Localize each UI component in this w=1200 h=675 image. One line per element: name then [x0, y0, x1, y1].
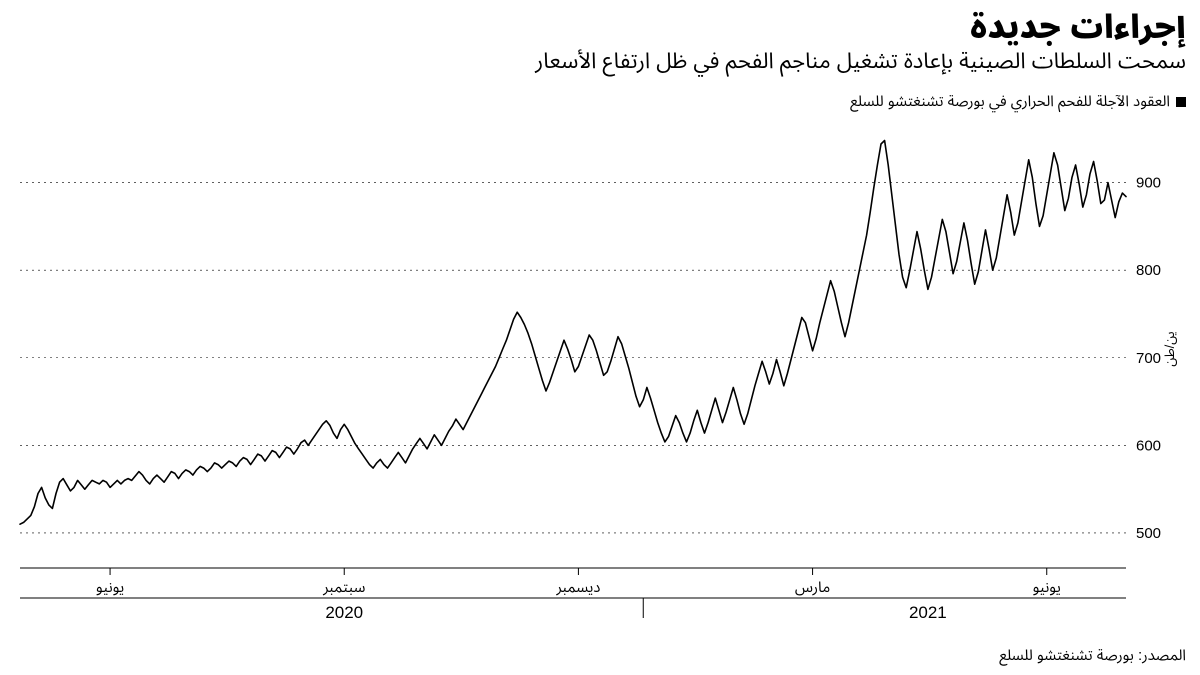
- svg-text:2021: 2021: [909, 603, 947, 622]
- svg-text:ديسمبر: ديسمبر: [555, 579, 600, 596]
- svg-text:900: 900: [1136, 174, 1161, 191]
- chart-svg: 500 600 700 800 900 ين/طن يونيو سبتمبر ديسمبر مار…: [14, 124, 1186, 634]
- chart-title: إجراءات جديدة: [14, 10, 1186, 45]
- svg-text:مارس: مارس: [795, 579, 830, 596]
- svg-text:2020: 2020: [325, 603, 363, 622]
- svg-text:ين/طن: ين/طن: [1162, 331, 1178, 366]
- legend-swatch: [1176, 97, 1186, 107]
- svg-text:يونيو: يونيو: [1033, 579, 1061, 596]
- svg-text:500: 500: [1136, 525, 1161, 542]
- svg-text:سبتمبر: سبتمبر: [322, 579, 365, 596]
- chart-subtitle: سمحت السلطات الصينية بإعادة تشغيل مناجم …: [14, 47, 1186, 76]
- legend-label: العقود الآجلة للفحم الحراري في بورصة تشن…: [850, 93, 1170, 110]
- svg-text:600: 600: [1136, 437, 1161, 454]
- svg-text:700: 700: [1136, 350, 1161, 367]
- svg-text:يونيو: يونيو: [96, 579, 124, 596]
- legend: العقود الآجلة للفحم الحراري في بورصة تشن…: [14, 86, 1186, 118]
- price-chart: 500 600 700 800 900 ين/طن يونيو سبتمبر ديسمبر مار…: [14, 124, 1186, 634]
- source: المصدر: بورصة تشنغتشو للسلع: [14, 640, 1186, 672]
- svg-text:800: 800: [1136, 262, 1161, 279]
